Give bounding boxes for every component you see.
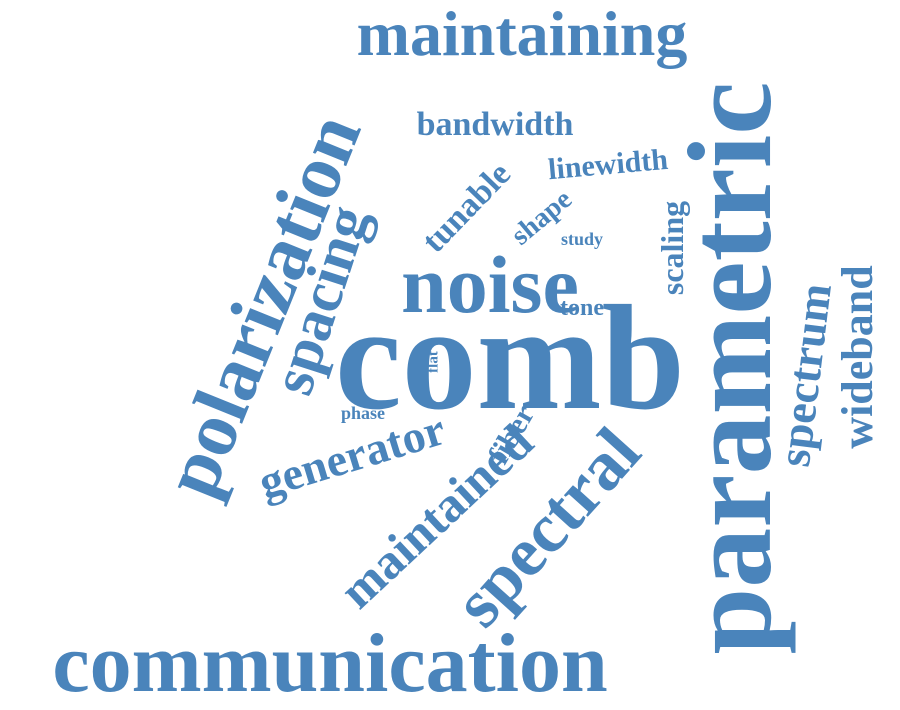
word-communication: communication bbox=[52, 617, 608, 710]
word-linewidth: linewidth bbox=[546, 142, 670, 187]
word-wideband: wideband bbox=[833, 265, 882, 449]
word-comb: comb bbox=[335, 275, 685, 441]
word-scaling: scaling bbox=[654, 200, 690, 296]
word-flat: flat bbox=[425, 351, 442, 373]
word-study: study bbox=[560, 229, 604, 249]
word-tone: tone bbox=[560, 295, 604, 321]
word-phase: phase bbox=[340, 403, 386, 423]
word-parametric: parametric bbox=[663, 81, 796, 655]
word-bandwidth: bandwidth bbox=[416, 106, 574, 143]
word-noise: noise bbox=[401, 239, 579, 330]
word-maintaining: maintaining bbox=[356, 0, 688, 69]
